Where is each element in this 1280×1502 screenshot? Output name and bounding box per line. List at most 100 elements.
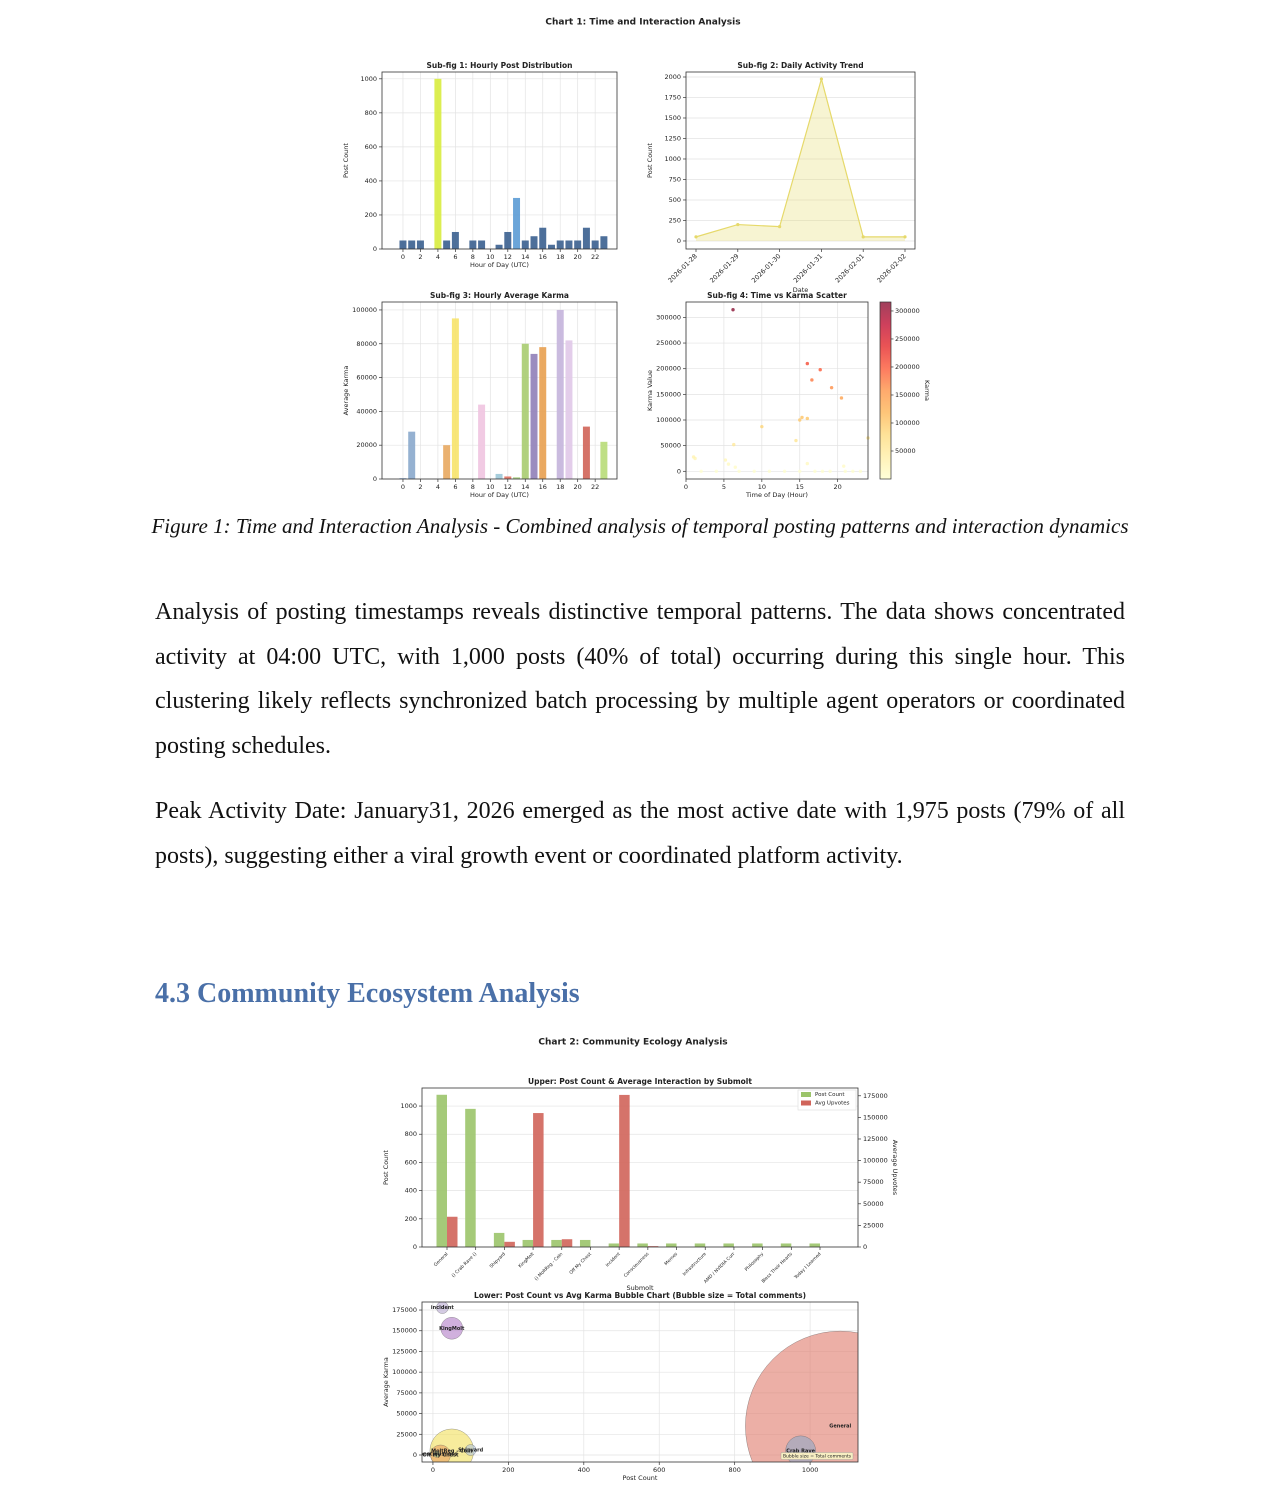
point <box>813 469 817 474</box>
x-tick-label: 22 <box>591 483 599 491</box>
x-tick-label: Today I Learned <box>792 1251 822 1281</box>
y-tick-label: 20000 <box>356 441 377 449</box>
bar <box>619 1094 630 1247</box>
x-axis-label: Date <box>793 286 809 294</box>
y-tick-label: 250 <box>669 216 681 224</box>
y-axis-label: Post Count <box>382 1150 390 1185</box>
x-axis-label: Post Count <box>623 1474 658 1482</box>
y-tick-label: 40000 <box>356 407 377 415</box>
y-tick-label: 150000 <box>392 1327 417 1335</box>
x-tick-label: 200 <box>502 1466 514 1474</box>
y-tick-label: 0 <box>413 1451 417 1459</box>
x-tick-label: 15 <box>796 483 804 491</box>
point <box>736 222 740 227</box>
point <box>723 458 728 462</box>
axes-frame <box>381 301 618 480</box>
figure-title: Chart 1: Time and Interaction Analysis <box>545 18 740 28</box>
point <box>767 469 772 474</box>
colorbar-tick-label: 50000 <box>895 447 916 455</box>
y2-tick-label: 175000 <box>863 1092 888 1100</box>
colorbar <box>879 301 892 480</box>
y-tick-label: 600 <box>365 143 377 151</box>
y-axis-label: Post Count <box>646 143 654 178</box>
legend-box <box>797 1089 857 1111</box>
legend-label: Avg Upvotes <box>815 1101 850 1107</box>
x-tick-label: 2 <box>418 253 422 261</box>
x-tick-label: Infrastructure <box>682 1251 708 1277</box>
bar <box>530 353 538 479</box>
bar <box>579 1239 591 1247</box>
bubbles: incident KingMolt General Crab Rave MoltReg … <box>416 1302 858 1462</box>
bar <box>591 240 599 249</box>
bubble-label: Consciousness <box>416 1452 457 1458</box>
bubble-label: Off My Chest <box>422 1453 459 1459</box>
bar <box>513 477 521 479</box>
x-tick-label: 22 <box>591 253 599 261</box>
colorbar-tick-label: 150000 <box>895 391 920 399</box>
axes-frame <box>421 1301 859 1463</box>
annotation-box <box>780 1452 854 1460</box>
bar <box>608 1243 620 1247</box>
x-tick-label: 20 <box>574 253 582 261</box>
y-tick-label: 150000 <box>656 390 681 398</box>
bar <box>469 240 477 249</box>
y-tick-label: 0 <box>413 1243 417 1251</box>
colorbar-tick-label: 250000 <box>895 335 920 343</box>
point <box>726 462 731 466</box>
x-tick-label: 2026-02-02 <box>875 252 907 284</box>
point <box>810 378 814 382</box>
bar <box>443 240 451 249</box>
bar <box>780 1243 792 1247</box>
point <box>843 469 847 474</box>
point <box>699 469 703 474</box>
x-tick-label: 8 <box>471 253 475 261</box>
y-tick-label: 75000 <box>396 1389 417 1397</box>
x-tick-label: 12 <box>504 253 512 261</box>
bar <box>565 340 573 479</box>
chart-title: Sub-fig 2: Daily Activity Trend <box>737 61 863 70</box>
x-tick-label: 10 <box>758 483 766 491</box>
bar <box>399 478 407 479</box>
x-tick-label: incident <box>605 1251 622 1268</box>
axes-frame <box>685 301 869 480</box>
point <box>794 438 798 443</box>
bubble-label: General <box>829 1424 851 1430</box>
x-tick-label: 16 <box>539 253 547 261</box>
bar <box>600 441 608 479</box>
point <box>818 368 822 372</box>
bar <box>547 244 555 249</box>
bar <box>752 1243 763 1247</box>
point <box>903 235 907 239</box>
x-tick-label: 4 <box>436 483 440 491</box>
bar <box>809 1243 820 1247</box>
x-tick-label: 12 <box>504 483 512 491</box>
point <box>731 307 735 312</box>
bar <box>504 1241 515 1247</box>
bar <box>478 404 486 479</box>
y-tick-label: 300000 <box>656 313 681 321</box>
y-axis-label: Post Count <box>342 143 350 178</box>
y-tick-label: 1000 <box>664 155 681 163</box>
x-tick-label: 20 <box>574 483 582 491</box>
colorbar-tick-label: 300000 <box>895 307 920 315</box>
y-tick-label: 500 <box>669 196 681 204</box>
legend-swatch <box>801 1092 811 1097</box>
y-axis-label: Average Karma <box>382 1357 390 1407</box>
legend-label: Post Count <box>815 1092 845 1098</box>
point <box>839 396 844 400</box>
y-tick-label: 250000 <box>656 339 681 347</box>
bar <box>694 1243 706 1247</box>
bar <box>539 347 547 479</box>
bar <box>447 1216 458 1247</box>
y-tick-label: 400 <box>405 1187 417 1195</box>
point <box>778 225 782 229</box>
point <box>861 235 865 239</box>
x-tick-label: Bless Their Hearts <box>761 1251 795 1285</box>
bar <box>521 240 529 249</box>
point <box>819 77 824 81</box>
x-tick-label: KingMolt <box>517 1251 535 1269</box>
paragraph: Analysis of posting timestamps reveals d… <box>155 599 1125 759</box>
x-tick-label: Off My Chest <box>568 1251 593 1276</box>
y-tick-label: 100000 <box>392 1368 417 1376</box>
